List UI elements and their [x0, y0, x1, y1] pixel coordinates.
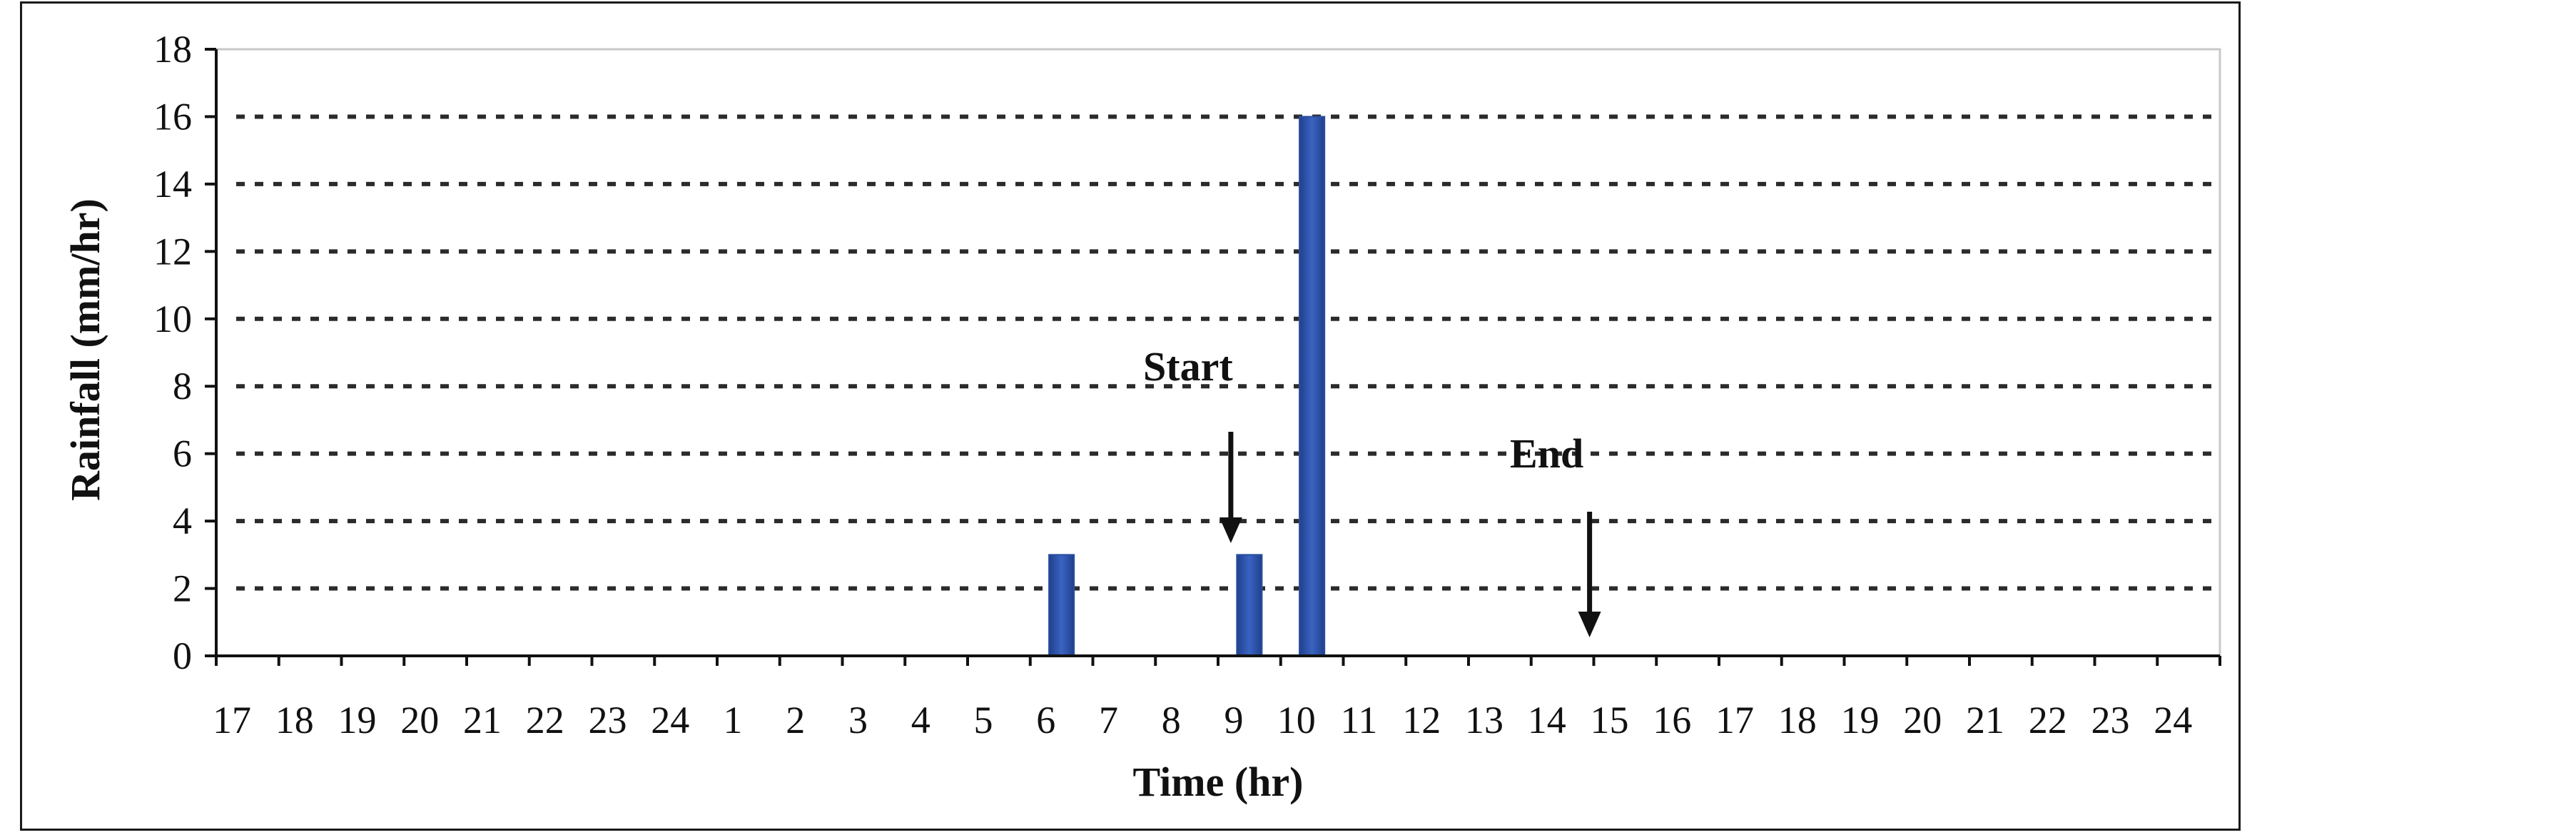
x-tick-label: 6 — [1036, 699, 1055, 742]
x-tick-label: 10 — [1277, 699, 1316, 742]
x-tick-label: 18 — [1778, 699, 1817, 742]
x-tick-label: 11 — [1340, 699, 1377, 742]
y-tick-label: 18 — [153, 28, 192, 71]
bar — [1236, 554, 1263, 657]
y-tick-label: 8 — [173, 365, 192, 408]
end-arrow-head — [1578, 612, 1601, 637]
x-tick-label: 3 — [848, 699, 868, 742]
x-tick-label: 18 — [275, 699, 314, 742]
x-axis-title: Time (hr) — [1133, 759, 1304, 805]
x-tick-label: 22 — [2029, 699, 2067, 742]
x-tick-label: 16 — [1653, 699, 1691, 742]
x-tick-label: 20 — [400, 699, 439, 742]
y-tick-label: 2 — [173, 567, 192, 610]
x-tick-label: 21 — [1966, 699, 2004, 742]
x-tick-label: 24 — [2154, 699, 2192, 742]
x-tick-label: 5 — [973, 699, 993, 742]
bar — [1299, 116, 1326, 657]
x-tick-label: 17 — [213, 699, 251, 742]
x-tick-label: 7 — [1099, 699, 1118, 742]
end-label: End — [1510, 430, 1583, 477]
y-tick-label: 10 — [153, 298, 192, 340]
y-tick-label: 4 — [173, 500, 192, 542]
x-tick-label: 4 — [911, 699, 930, 742]
x-tick-label: 24 — [651, 699, 689, 742]
x-tick-label: 19 — [1840, 699, 1879, 742]
x-tick-label: 22 — [526, 699, 564, 742]
x-tick-label: 20 — [1903, 699, 1942, 742]
start-arrow-head — [1219, 517, 1242, 543]
bar — [1048, 554, 1075, 657]
x-tick-label: 12 — [1402, 699, 1441, 742]
y-tick-label: 6 — [173, 432, 192, 475]
chart-frame: 0 2 4 6 8 10 12 14 16 18 17 18 19 20 21 22 23 24 1 2 3 4 5 6 7 8… — [20, 1, 2241, 831]
x-tick-label: 14 — [1528, 699, 1566, 742]
y-tick-label: 12 — [153, 230, 192, 273]
x-tick-label: 21 — [463, 699, 502, 742]
x-tick-label: 23 — [588, 699, 627, 742]
x-tick-label: 9 — [1224, 699, 1243, 742]
x-tick-label: 8 — [1162, 699, 1181, 742]
y-tick-label: 16 — [153, 95, 192, 138]
y-tick-label: 14 — [153, 163, 192, 206]
x-tick-label: 13 — [1465, 699, 1503, 742]
start-label: Start — [1143, 343, 1233, 390]
x-tick-label: 19 — [338, 699, 376, 742]
x-tick-label: 2 — [786, 699, 805, 742]
x-tick-label: 17 — [1715, 699, 1754, 742]
y-tick-label: 0 — [173, 634, 192, 677]
x-tick-label: 23 — [2091, 699, 2129, 742]
x-tick-label: 1 — [723, 699, 742, 742]
x-tick-label: 15 — [1590, 699, 1628, 742]
y-axis-title: Rainfall (mm/hr) — [62, 198, 108, 501]
